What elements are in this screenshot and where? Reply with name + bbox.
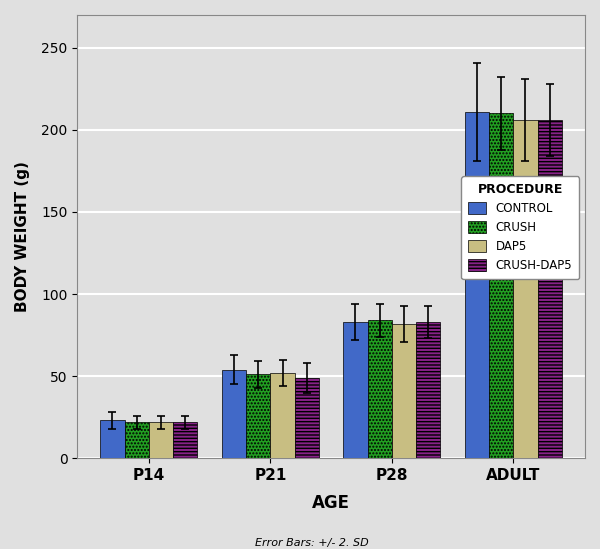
Bar <box>173 422 197 458</box>
Bar <box>271 373 295 458</box>
Bar <box>514 120 538 458</box>
Y-axis label: BODY WEIGHT (g): BODY WEIGHT (g) <box>15 161 30 312</box>
Bar <box>538 120 562 458</box>
Bar <box>222 369 246 458</box>
Bar <box>295 378 319 458</box>
Bar <box>149 422 173 458</box>
Bar <box>489 114 514 458</box>
Bar <box>100 421 125 458</box>
Bar <box>368 320 392 458</box>
Legend: CONTROL, CRUSH, DAP5, CRUSH-DAP5: CONTROL, CRUSH, DAP5, CRUSH-DAP5 <box>461 176 579 279</box>
Bar <box>416 322 440 458</box>
Bar <box>392 323 416 458</box>
X-axis label: AGE: AGE <box>312 494 350 512</box>
Text: Error Bars: +/- 2. SD: Error Bars: +/- 2. SD <box>255 538 369 548</box>
Bar <box>465 112 489 458</box>
Bar <box>343 322 368 458</box>
Bar <box>246 374 271 458</box>
Bar <box>125 422 149 458</box>
